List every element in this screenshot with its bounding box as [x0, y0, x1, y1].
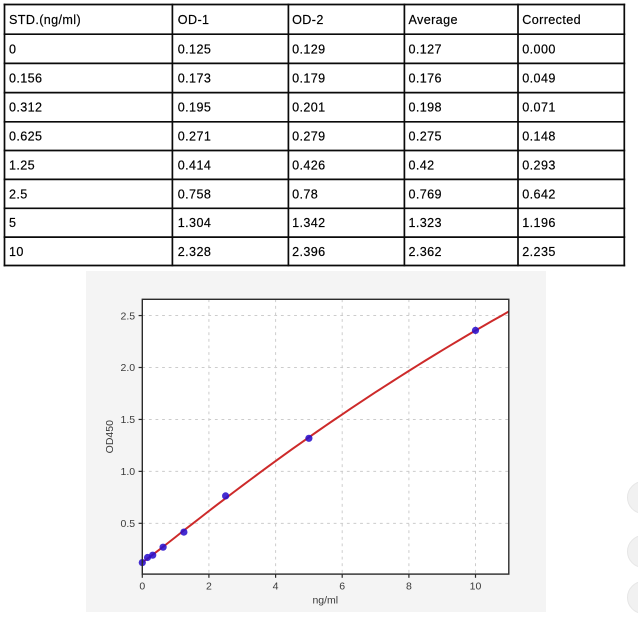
- svg-text:0.279: 0.279: [292, 130, 325, 144]
- svg-text:Corrected: Corrected: [522, 13, 581, 27]
- svg-text:6: 6: [339, 581, 345, 593]
- svg-text:1.323: 1.323: [409, 216, 442, 230]
- svg-text:0.769: 0.769: [409, 187, 442, 201]
- svg-text:Average: Average: [409, 13, 458, 27]
- svg-text:0.071: 0.071: [522, 101, 555, 115]
- svg-text:5: 5: [9, 216, 16, 230]
- svg-text:0.42: 0.42: [409, 159, 435, 173]
- svg-text:0.173: 0.173: [178, 72, 211, 86]
- svg-text:2.235: 2.235: [522, 245, 555, 259]
- svg-text:0: 0: [9, 42, 16, 56]
- svg-text:0.129: 0.129: [292, 42, 325, 56]
- svg-text:0.176: 0.176: [409, 72, 442, 86]
- svg-text:0.201: 0.201: [292, 101, 325, 115]
- svg-text:0.642: 0.642: [522, 187, 555, 201]
- svg-text:0.426: 0.426: [292, 159, 325, 173]
- svg-text:1.0: 1.0: [120, 466, 135, 478]
- svg-text:0.195: 0.195: [178, 101, 211, 115]
- svg-text:0: 0: [139, 581, 145, 593]
- svg-text:1.25: 1.25: [9, 159, 35, 173]
- svg-text:1.196: 1.196: [522, 216, 555, 230]
- svg-text:1.5: 1.5: [120, 414, 135, 426]
- svg-text:0.179: 0.179: [292, 72, 325, 86]
- svg-text:2.396: 2.396: [292, 245, 325, 259]
- svg-text:1.304: 1.304: [178, 216, 211, 230]
- svg-text:OD450: OD450: [104, 420, 116, 453]
- svg-text:0.148: 0.148: [522, 130, 555, 144]
- svg-text:0.78: 0.78: [292, 187, 318, 201]
- svg-text:OD-1: OD-1: [178, 13, 210, 27]
- svg-text:0.758: 0.758: [178, 187, 211, 201]
- svg-text:2.5: 2.5: [9, 187, 28, 201]
- svg-text:2.328: 2.328: [178, 245, 211, 259]
- svg-text:ng/ml: ng/ml: [312, 594, 338, 606]
- svg-text:0.125: 0.125: [178, 42, 211, 56]
- svg-text:0.275: 0.275: [409, 130, 442, 144]
- svg-text:0.5: 0.5: [120, 518, 135, 530]
- svg-text:0.271: 0.271: [178, 130, 211, 144]
- svg-text:0.127: 0.127: [409, 42, 442, 56]
- svg-text:8: 8: [406, 581, 412, 593]
- svg-text:STD.(ng/ml): STD.(ng/ml): [9, 13, 81, 27]
- svg-text:0.414: 0.414: [178, 159, 211, 173]
- svg-text:0.049: 0.049: [522, 72, 555, 86]
- svg-text:2.5: 2.5: [120, 310, 135, 322]
- svg-text:OD-2: OD-2: [292, 13, 324, 27]
- svg-text:0.156: 0.156: [9, 72, 42, 86]
- svg-text:0.000: 0.000: [522, 42, 555, 56]
- svg-text:1.342: 1.342: [292, 216, 325, 230]
- svg-text:2.0: 2.0: [120, 362, 135, 374]
- svg-text:2.362: 2.362: [409, 245, 442, 259]
- svg-text:10: 10: [470, 581, 482, 593]
- svg-text:0.625: 0.625: [9, 130, 42, 144]
- svg-text:2: 2: [206, 581, 212, 593]
- svg-text:0.198: 0.198: [409, 101, 442, 115]
- svg-text:4: 4: [273, 581, 279, 593]
- svg-text:0.293: 0.293: [522, 159, 555, 173]
- svg-text:0.312: 0.312: [9, 101, 42, 115]
- svg-text:10: 10: [9, 245, 24, 259]
